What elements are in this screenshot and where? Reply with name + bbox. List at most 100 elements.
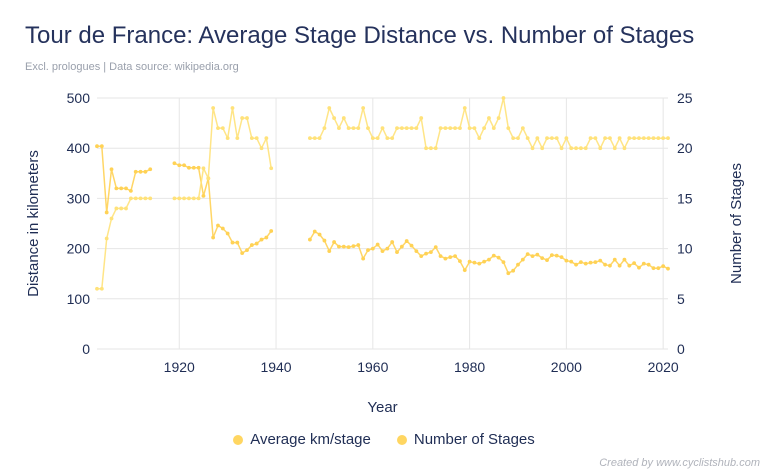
series-number-of-stages-point — [506, 126, 511, 131]
series-km-per-stage-point — [525, 252, 530, 257]
legend-label-stages: Number of Stages — [413, 431, 535, 448]
series-number-of-stages-point — [554, 136, 559, 141]
series-km-per-stage-point — [109, 167, 114, 172]
series-number-of-stages-point — [608, 136, 612, 141]
series-km-per-stage-point — [337, 244, 341, 249]
series-number-of-stages-point — [99, 286, 104, 291]
x-tick-label: 1940 — [260, 359, 291, 375]
series-number-of-stages-point — [603, 136, 607, 141]
series-km-per-stage-point — [399, 244, 404, 249]
x-tick-label: 2000 — [551, 359, 582, 375]
series-km-per-stage-point — [661, 264, 666, 269]
series-km-per-stage-point — [627, 263, 632, 268]
series-km-per-stage-point — [574, 262, 578, 267]
credit-text: Created by www.cyclistshub.com — [599, 457, 760, 469]
series-number-of-stages-point — [109, 216, 114, 221]
series-km-per-stage-point — [428, 250, 433, 255]
series-number-of-stages-point — [583, 146, 588, 151]
series-number-of-stages-point — [114, 206, 119, 211]
series-km-per-stage-point — [491, 253, 496, 258]
series-number-of-stages-point — [235, 136, 240, 141]
series-km-per-stage-point — [453, 254, 457, 259]
series-number-of-stages-point — [351, 126, 356, 131]
series-number-of-stages-line — [174, 107, 272, 200]
series-number-of-stages-point — [148, 196, 153, 201]
series-number-of-stages-point — [559, 146, 564, 151]
y-tick-label: 100 — [67, 291, 91, 307]
series-number-of-stages-point — [361, 106, 366, 110]
series-number-of-stages-point — [220, 126, 225, 131]
series-km-per-stage-point — [617, 263, 622, 268]
series-km-per-stage-point — [341, 244, 346, 249]
series-number-of-stages-point — [656, 136, 661, 141]
series-number-of-stages-point — [646, 136, 651, 141]
series-number-of-stages-point — [525, 136, 530, 141]
series-km-per-stage-point — [414, 249, 419, 254]
y2-tick-label: 10 — [677, 241, 693, 257]
series-number-of-stages-point — [341, 116, 346, 120]
series-km-per-stage-line — [174, 162, 272, 254]
series-number-of-stages-point — [133, 196, 138, 201]
x-tick-label: 1960 — [357, 359, 388, 375]
series-km-per-stage-point — [346, 245, 351, 249]
series-number-of-stages-point — [612, 146, 617, 151]
series-number-of-stages-point — [530, 146, 535, 151]
x-tick-label: 2020 — [648, 359, 679, 375]
series-number-of-stages-point — [661, 136, 666, 141]
series-number-of-stages-point — [487, 116, 491, 120]
series-number-of-stages-point — [177, 196, 182, 201]
y-tick-label: 500 — [67, 90, 91, 106]
series-number-of-stages-point — [375, 136, 380, 141]
series-number-of-stages-point — [462, 106, 467, 110]
series-km-per-stage-point — [404, 239, 409, 243]
series-number-of-stages-point — [424, 146, 428, 151]
series-km-per-stage-point — [482, 259, 487, 264]
series-number-of-stages-point — [598, 146, 603, 151]
series-km-per-stage-line — [309, 230, 669, 274]
series-number-of-stages-point — [409, 126, 414, 131]
series-km-per-stage-point — [322, 238, 327, 243]
legend-item-km[interactable]: Average km/stage — [233, 431, 371, 448]
y-tick-label: 0 — [82, 341, 90, 357]
series-number-of-stages-point — [433, 146, 438, 151]
y2-tick-label: 25 — [677, 90, 693, 106]
series-number-of-stages-point — [337, 126, 341, 131]
series-km-per-stage-line — [97, 145, 151, 214]
y-tick-label: 200 — [67, 241, 91, 257]
series-km-per-stage-point — [133, 169, 138, 174]
chart-legend: Average km/stage Number of Stages — [0, 431, 768, 448]
series-number-of-stages-line — [309, 97, 668, 149]
series-number-of-stages-point — [143, 196, 148, 201]
series-km-per-stage-point — [433, 245, 438, 249]
series-number-of-stages-point — [211, 106, 216, 110]
series-number-of-stages-point — [327, 106, 332, 110]
series-km-per-stage-point — [540, 256, 545, 261]
legend-item-stages[interactable]: Number of Stages — [396, 431, 535, 448]
series-number-of-stages-point — [264, 136, 269, 141]
series-number-of-stages-point — [443, 126, 448, 131]
series-number-of-stages-point — [540, 146, 545, 151]
series-number-of-stages-point — [438, 126, 443, 131]
series-km-per-stage-point — [249, 243, 254, 247]
series-number-of-stages-point — [187, 196, 191, 201]
series-km-per-stage-point — [308, 237, 312, 242]
series-number-of-stages-point — [617, 136, 622, 141]
series-km-per-stage-point — [177, 163, 182, 168]
series-km-per-stage-point — [187, 165, 191, 170]
series-number-of-stages-point — [545, 136, 549, 141]
series-number-of-stages-point — [104, 236, 109, 241]
series-km-per-stage-point — [385, 246, 390, 251]
x-axis-title: Year — [367, 399, 397, 416]
series-km-per-stage-point — [138, 169, 143, 174]
series-km-per-stage-point — [259, 237, 264, 242]
series-number-of-stages-point — [637, 136, 641, 141]
series-km-per-stage-point — [424, 251, 428, 256]
series-number-of-stages-point — [380, 126, 385, 131]
y2-tick-label: 15 — [677, 190, 693, 206]
series-number-of-stages-point — [366, 126, 370, 131]
series-km-per-stage-point — [143, 169, 148, 174]
series-km-per-stage-point — [148, 167, 153, 172]
series-number-of-stages-point — [346, 126, 351, 131]
x-tick-label: 1920 — [164, 359, 195, 375]
series-km-per-stage-point — [264, 235, 269, 240]
